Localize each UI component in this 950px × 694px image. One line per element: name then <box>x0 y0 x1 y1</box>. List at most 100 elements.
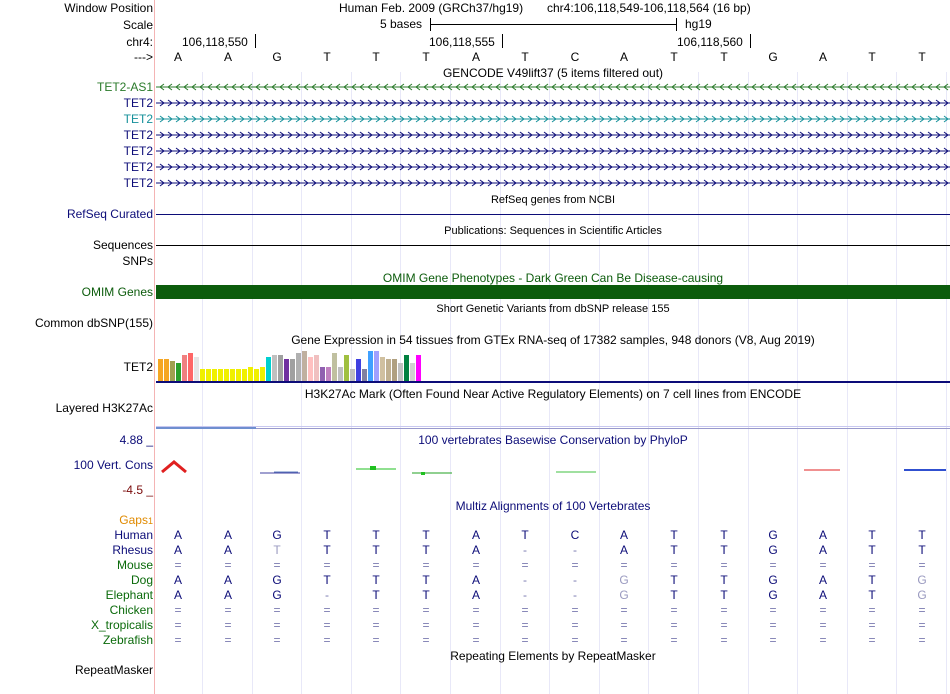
omim-track-label[interactable]: OMIM Genes <box>81 285 153 299</box>
cons-max-label: 4.88 _ <box>119 433 153 447</box>
alignment-base: T <box>670 528 678 542</box>
alignment-base: T <box>868 573 876 587</box>
gencode-transcript-label[interactable]: TET2 <box>123 128 153 142</box>
gtex-tissue-bar[interactable] <box>260 367 265 381</box>
alignment-base: = <box>174 618 182 632</box>
gencode-track[interactable] <box>156 80 950 192</box>
gtex-tissue-bar[interactable] <box>314 355 319 381</box>
base-letter: T <box>720 50 728 64</box>
gtex-tissue-bar[interactable] <box>392 359 397 381</box>
sequences-track-label[interactable]: Sequences <box>92 238 153 252</box>
gtex-tissue-bar[interactable] <box>158 359 163 381</box>
gtex-tissue-bar[interactable] <box>326 367 331 381</box>
gtex-tissue-bar[interactable] <box>170 361 175 381</box>
species-label[interactable]: Mouse <box>116 558 153 572</box>
gtex-tissue-bar[interactable] <box>386 359 391 381</box>
species-label[interactable]: Dog <box>130 573 153 587</box>
scale-label: Scale <box>122 18 153 32</box>
gtex-tissue-bar[interactable] <box>368 351 373 381</box>
gtex-tissue-bar[interactable] <box>338 367 343 381</box>
base-gridline <box>648 72 649 694</box>
alignment-base: - <box>325 588 329 602</box>
sequences-line[interactable] <box>156 245 950 246</box>
gencode-transcript-label[interactable]: TET2-AS1 <box>96 80 153 94</box>
h3k27ac-signal-peak[interactable] <box>156 427 256 429</box>
gtex-tissue-bar[interactable] <box>230 369 235 381</box>
gtex-tissue-bar[interactable] <box>200 369 205 381</box>
phylop-signal[interactable] <box>156 448 950 488</box>
species-label[interactable]: Elephant <box>105 588 153 602</box>
h3k27ac-signal[interactable] <box>156 426 950 427</box>
gtex-tissue-bar[interactable] <box>254 369 259 381</box>
base-gridline <box>301 72 302 694</box>
gtex-tissue-bar[interactable] <box>278 355 283 381</box>
gtex-tissue-bar[interactable] <box>272 355 277 381</box>
gencode-transcript-label[interactable]: TET2 <box>123 112 153 126</box>
alignment-base: = <box>521 558 529 572</box>
gtex-tissue-bar[interactable] <box>416 355 421 381</box>
gtex-tissue-bar[interactable] <box>320 367 325 381</box>
refseq-gene-line[interactable] <box>156 214 950 215</box>
gtex-track-label[interactable]: TET2 <box>123 360 153 374</box>
repeatmasker-track-label[interactable]: RepeatMasker <box>74 663 153 677</box>
h3k27ac-signal-base[interactable] <box>256 428 950 429</box>
species-label[interactable]: Chicken <box>109 603 153 617</box>
species-label[interactable]: Zebrafish <box>102 633 153 647</box>
gtex-tissue-bar[interactable] <box>356 359 361 381</box>
gencode-transcript-label[interactable]: TET2 <box>123 144 153 158</box>
dbsnp-track-label[interactable]: Common dbSNP(155) <box>34 316 153 330</box>
base-gridline <box>896 72 897 694</box>
base-gridline <box>450 72 451 694</box>
coord-tick-3: 106,118,560 <box>677 35 743 49</box>
refseq-track-label[interactable]: RefSeq Curated <box>66 207 153 221</box>
gtex-tissue-bar[interactable] <box>374 351 379 381</box>
gtex-tissue-bar[interactable] <box>182 355 187 381</box>
species-label[interactable]: Rhesus <box>112 543 153 557</box>
alignment-base: A <box>471 543 480 557</box>
gtex-tissue-bar[interactable] <box>362 369 367 381</box>
alignment-base: A <box>818 528 827 542</box>
snps-track-label[interactable]: SNPs <box>122 254 153 268</box>
gtex-tissue-bar[interactable] <box>236 369 241 381</box>
base-letter: T <box>422 50 430 64</box>
cons-track-label[interactable]: 100 Vert. Cons <box>73 458 153 472</box>
gtex-tissue-bar[interactable] <box>410 363 415 381</box>
omim-gene-bar[interactable] <box>156 285 950 299</box>
gtex-tissue-bar[interactable] <box>212 369 217 381</box>
gencode-transcript-label[interactable]: TET2 <box>123 176 153 190</box>
gtex-tissue-bar[interactable] <box>248 367 253 381</box>
gtex-tissue-bar[interactable] <box>218 369 223 381</box>
gtex-tissue-bar[interactable] <box>332 353 337 381</box>
gtex-tissue-bar[interactable] <box>296 353 301 381</box>
alignment-base: - <box>523 588 527 602</box>
gtex-tissue-bar[interactable] <box>302 351 307 381</box>
gtex-tissue-bar[interactable] <box>380 357 385 381</box>
gtex-tissue-bar[interactable] <box>398 363 403 381</box>
gtex-tissue-bar[interactable] <box>194 357 199 381</box>
gtex-tissue-bar[interactable] <box>176 363 181 381</box>
gtex-tissue-bar[interactable] <box>266 357 271 381</box>
gtex-tissue-bar[interactable] <box>308 357 313 381</box>
gtex-tissue-bar[interactable] <box>206 369 211 381</box>
gencode-transcript-label[interactable]: TET2 <box>123 160 153 174</box>
alignment-base: A <box>223 528 232 542</box>
species-label[interactable]: X_tropicalis <box>90 618 153 632</box>
gtex-tissue-bar[interactable] <box>164 359 169 381</box>
gtex-tissue-bar[interactable] <box>344 355 349 381</box>
species-label[interactable]: Human <box>114 528 153 542</box>
h3k27ac-track-label[interactable]: Layered H3K27Ac <box>55 401 153 415</box>
gtex-tissue-bar[interactable] <box>188 353 193 381</box>
gtex-tissue-bar[interactable] <box>404 355 409 381</box>
base-letter: T <box>372 50 380 64</box>
gtex-tissue-bar[interactable] <box>284 359 289 381</box>
alignment-base: = <box>670 603 678 617</box>
alignment-base: = <box>174 633 182 647</box>
gtex-tissue-bar[interactable] <box>350 369 355 381</box>
gtex-tissue-bar[interactable] <box>242 369 247 381</box>
alignment-base: = <box>620 603 628 617</box>
alignment-base: G <box>768 588 778 602</box>
gencode-transcript-label[interactable]: TET2 <box>123 96 153 110</box>
gtex-tissue-bar[interactable] <box>290 359 295 381</box>
gtex-tissue-bar[interactable] <box>224 369 229 381</box>
coord-tick-2: 106,118,555 <box>429 35 495 49</box>
